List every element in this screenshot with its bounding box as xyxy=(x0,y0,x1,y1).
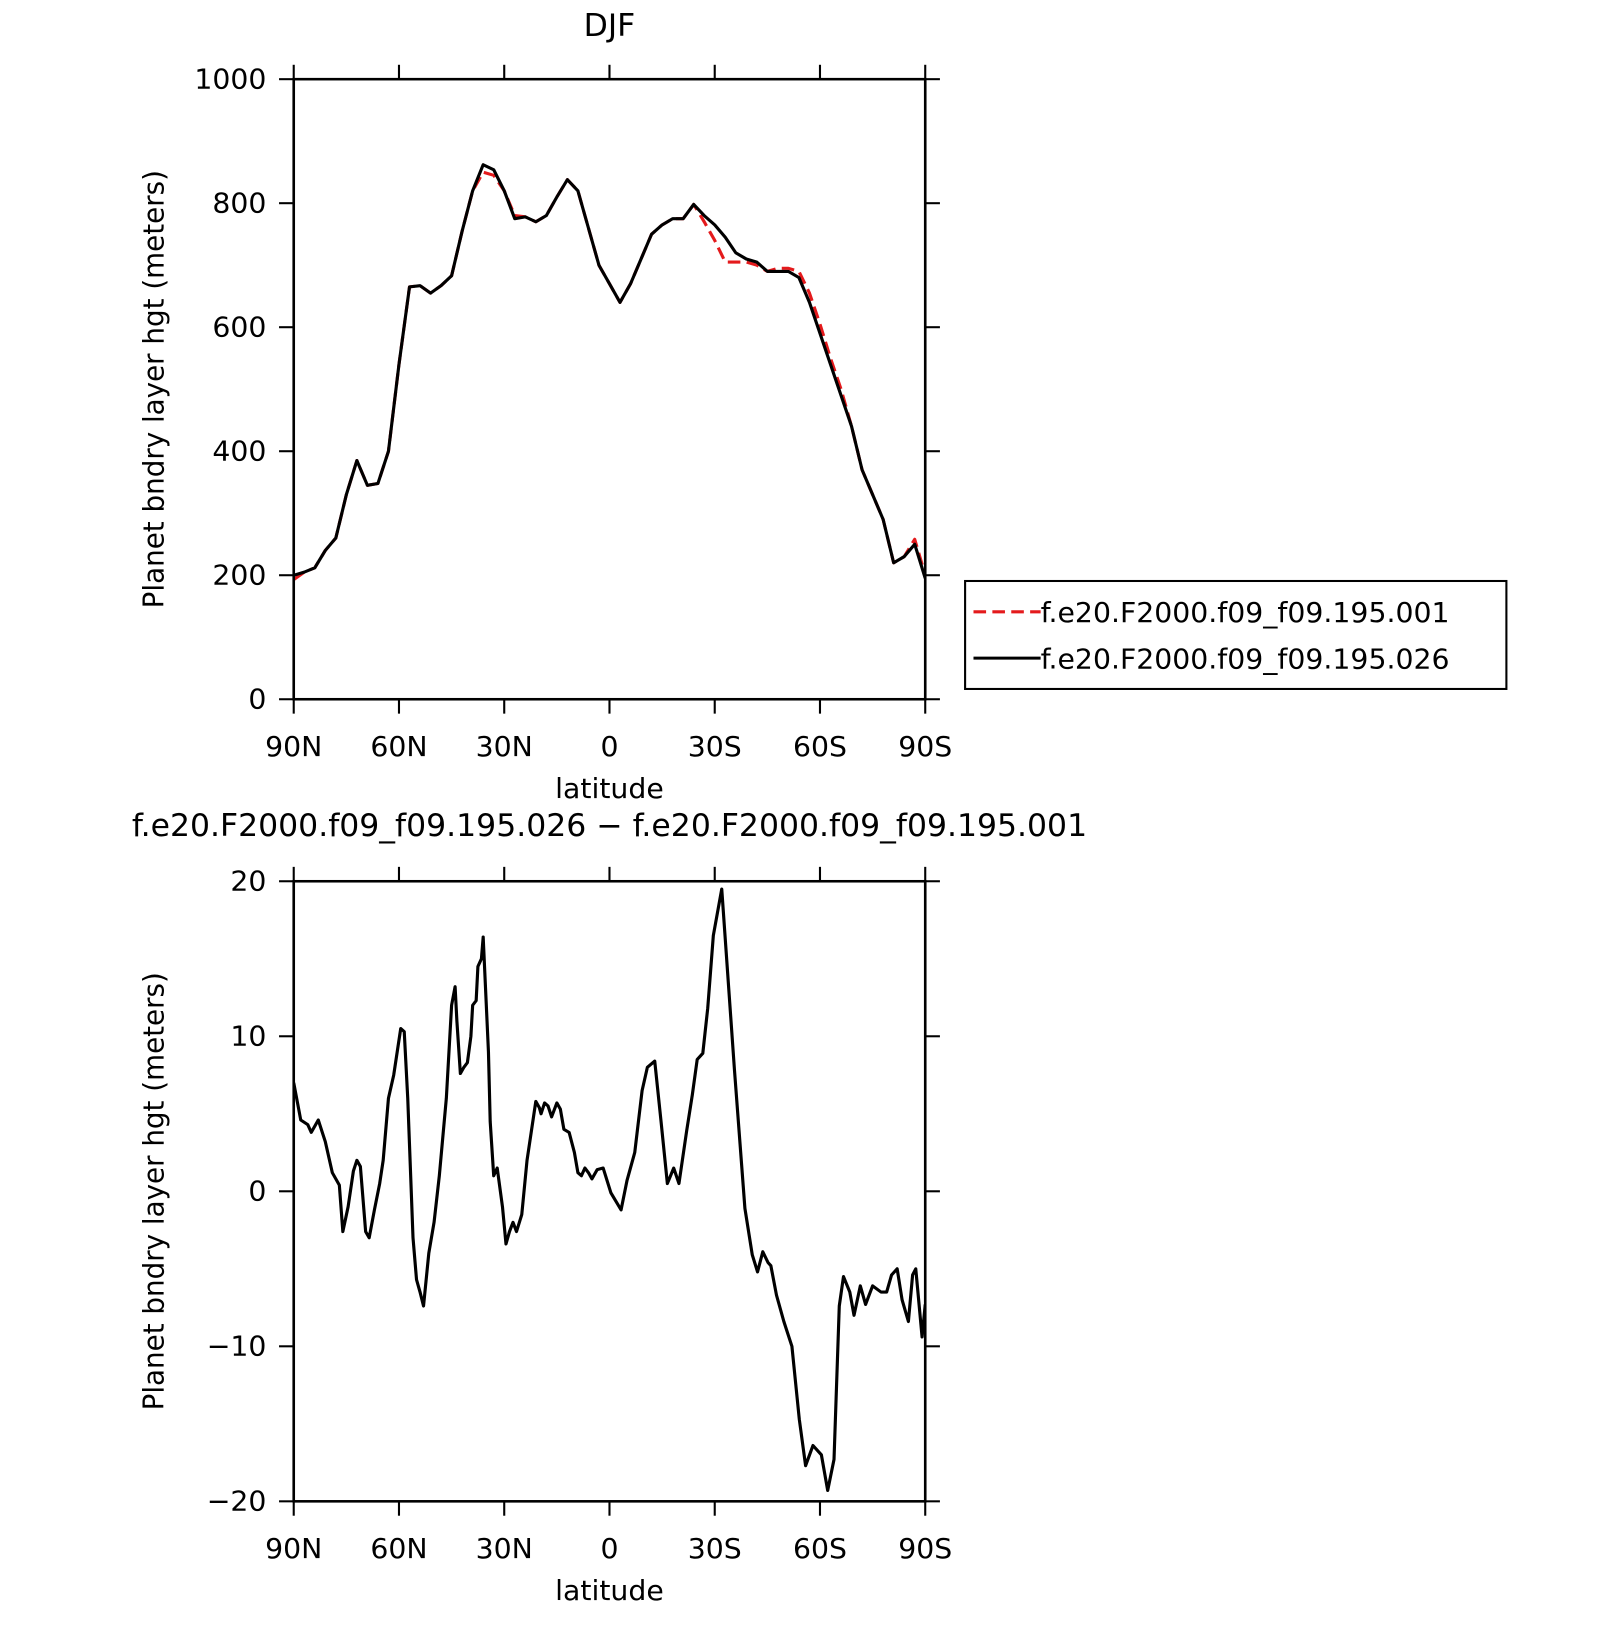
x-axis-label: latitude xyxy=(555,1574,664,1607)
x-tick-label: 30N xyxy=(476,730,533,763)
legend-label: f.e20.F2000.f09_f09.195.001 xyxy=(1041,596,1450,629)
x-tick-label: 60N xyxy=(370,730,427,763)
y-tick-label: 0 xyxy=(248,1175,266,1208)
y-tick-label: 400 xyxy=(212,435,266,468)
x-axis-label: latitude xyxy=(555,772,664,805)
plot-frame xyxy=(292,77,927,701)
x-tick-label: 0 xyxy=(600,730,618,763)
x-tick-label: 30S xyxy=(688,730,742,763)
y-tick-label: 200 xyxy=(212,559,266,592)
x-tick-label: 30N xyxy=(476,1532,533,1565)
y-tick-label: 0 xyxy=(248,683,266,716)
chart-title: f.e20.F2000.f09_f09.195.026 − f.e20.F200… xyxy=(132,808,1087,844)
y-tick-label: 20 xyxy=(230,865,266,898)
plot-frame xyxy=(292,879,927,1503)
y-axis-label: Planet bndry layer hgt (meters) xyxy=(137,972,170,1410)
y-axis-label: Planet bndry layer hgt (meters) xyxy=(137,170,170,608)
x-tick-label: 90N xyxy=(265,730,322,763)
y-tick-label: 800 xyxy=(212,187,266,220)
y-tick-label: 10 xyxy=(230,1020,266,1053)
x-tick-label: 60N xyxy=(370,1532,427,1565)
series-line xyxy=(293,170,926,581)
y-tick-label: 1000 xyxy=(194,63,266,96)
x-tick-label: 90N xyxy=(265,1532,322,1565)
series-line xyxy=(293,887,926,1493)
x-tick-label: 90S xyxy=(898,730,952,763)
y-tick-label: 600 xyxy=(212,311,266,344)
y-tick-label: −20 xyxy=(207,1485,267,1518)
legend-box xyxy=(964,579,1508,690)
x-tick-label: 60S xyxy=(793,730,847,763)
y-tick-label: −10 xyxy=(207,1330,267,1363)
series-line xyxy=(293,163,926,579)
legend-label: f.e20.F2000.f09_f09.195.026 xyxy=(1041,643,1450,676)
x-tick-label: 90S xyxy=(898,1532,952,1565)
x-tick-label: 60S xyxy=(793,1532,847,1565)
x-tick-label: 0 xyxy=(600,1532,618,1565)
chart-title: DJF xyxy=(584,8,636,44)
x-tick-label: 30S xyxy=(688,1532,742,1565)
